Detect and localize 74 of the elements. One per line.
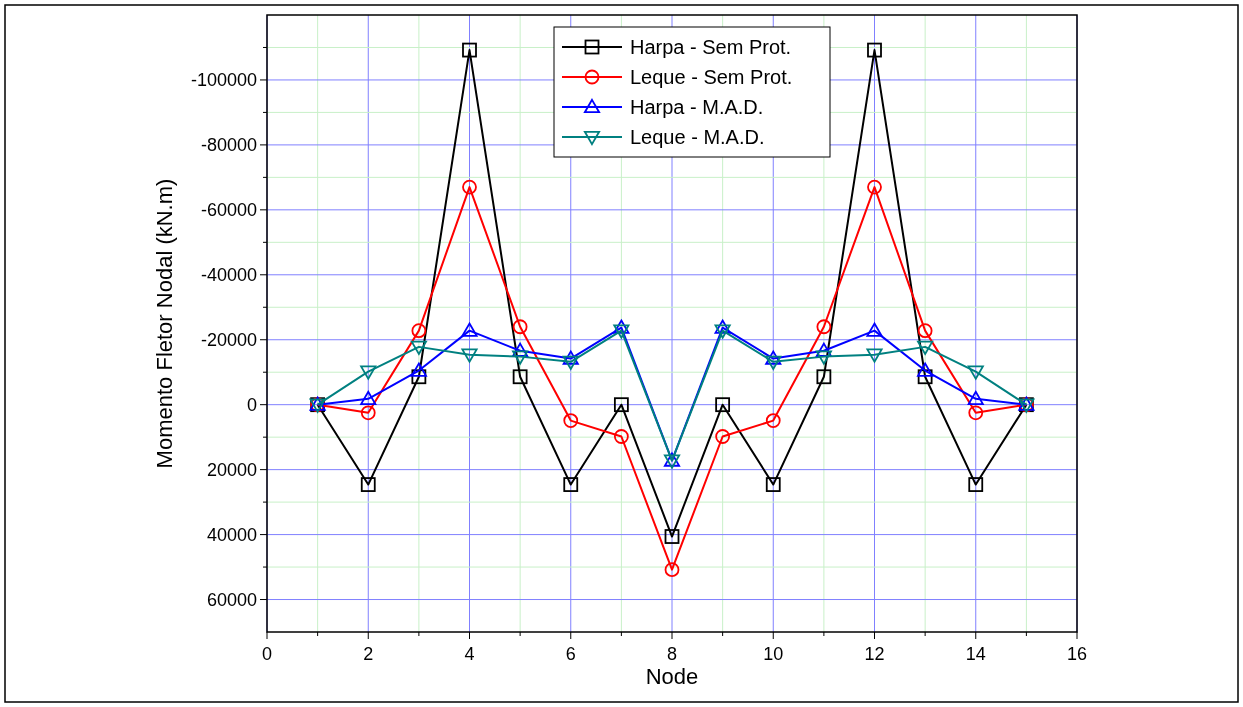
point <box>968 405 984 421</box>
x-axis-title: Node <box>645 664 699 689</box>
y-axis-title: Momento Fletor Nodal (kN.m) <box>152 178 177 469</box>
y-tick-label: 60000 <box>206 589 257 610</box>
point <box>461 348 478 363</box>
point <box>563 413 579 428</box>
x-tick-label: 0 <box>261 644 273 664</box>
point <box>664 562 680 578</box>
point <box>360 390 377 405</box>
legend-label: Harpa - Sem Prot. <box>630 36 792 58</box>
y-tick-label: -60000 <box>200 200 257 221</box>
x-tick-label: 4 <box>464 644 475 664</box>
point <box>867 179 882 195</box>
point <box>512 369 528 385</box>
point <box>715 429 731 444</box>
point <box>816 319 832 335</box>
point <box>867 42 882 58</box>
point <box>562 350 579 365</box>
y-tick-label: 0 <box>246 394 257 415</box>
point <box>967 365 984 380</box>
point <box>360 365 377 380</box>
point <box>765 413 781 428</box>
point <box>765 477 781 492</box>
point <box>866 348 883 363</box>
point <box>410 362 427 377</box>
point <box>714 319 731 334</box>
y-tick-label: 40000 <box>206 524 257 545</box>
point <box>613 397 629 413</box>
x-tick-label: 14 <box>965 644 986 664</box>
y-tick-label: -100000 <box>190 70 257 91</box>
y-tick-label: -20000 <box>200 330 257 351</box>
point <box>563 477 579 492</box>
point <box>562 355 579 370</box>
legend-label: Leque - M.A.D. <box>630 126 765 148</box>
point <box>765 355 782 370</box>
point <box>613 319 630 334</box>
point <box>411 323 427 339</box>
x-tick-label: 8 <box>666 644 678 664</box>
point <box>360 405 376 421</box>
y-tick-label: 20000 <box>206 459 257 480</box>
point <box>765 350 782 365</box>
point <box>917 323 933 339</box>
point <box>714 324 731 339</box>
point <box>917 340 934 355</box>
y-tick-label: -80000 <box>200 135 257 156</box>
point <box>462 179 477 195</box>
point <box>967 390 984 405</box>
point <box>816 369 832 385</box>
x-tick-label: 16 <box>1066 644 1088 664</box>
point <box>410 340 427 355</box>
point <box>512 350 529 365</box>
x-tick-label: 10 <box>763 644 784 664</box>
x-tick-label: 12 <box>864 644 885 664</box>
legend-label: Harpa - M.A.D. <box>630 96 764 118</box>
x-tick-label: 2 <box>363 644 374 664</box>
point <box>664 529 680 544</box>
point <box>360 477 376 492</box>
point <box>461 322 478 337</box>
point <box>512 319 528 335</box>
legend-label: Leque - Sem Prot. <box>630 66 793 88</box>
point <box>462 42 477 58</box>
y-tick-label: -40000 <box>200 265 257 286</box>
x-tick-label: 6 <box>565 644 576 664</box>
point <box>815 350 832 365</box>
point <box>968 477 984 492</box>
point <box>917 362 934 377</box>
point <box>866 322 883 337</box>
point <box>715 397 731 413</box>
point <box>512 342 529 357</box>
point <box>613 324 630 339</box>
point <box>917 369 933 385</box>
point <box>815 342 832 357</box>
point <box>613 429 629 444</box>
point <box>411 369 427 385</box>
